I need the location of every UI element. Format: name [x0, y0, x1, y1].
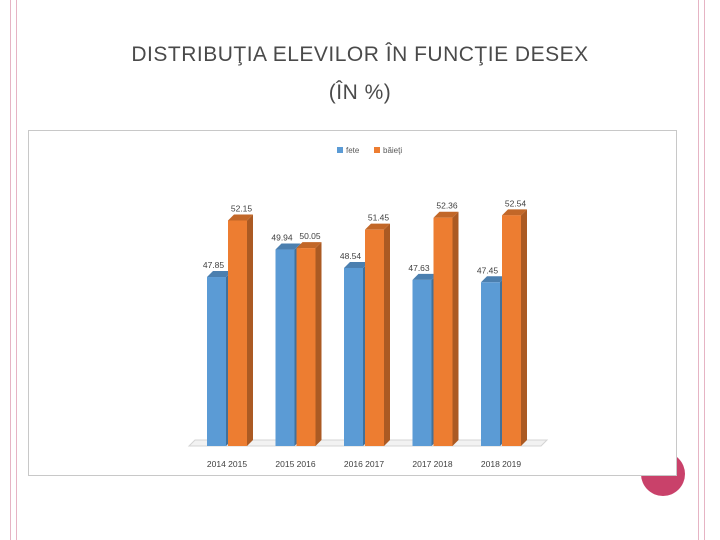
slide-title: DISTRIBUŢIA ELEVILOR ÎN FUNCŢIE DESEX (Î…	[0, 38, 720, 110]
frame-line-left-inner	[16, 0, 17, 540]
x-tick-label-3: 2017 2018	[412, 459, 452, 469]
bar-3-0	[412, 279, 432, 446]
bar-4-0	[481, 282, 500, 446]
frame-line-left-outer	[10, 0, 11, 540]
x-tick-label-0: 2014 2015	[207, 459, 247, 469]
bar-3-1	[433, 217, 453, 446]
data-label-0-0: 47.85	[203, 260, 225, 270]
bar-top-0-0	[207, 271, 232, 278]
bar-top-3-0	[412, 273, 438, 280]
x-tick-label-2: 2016 2017	[344, 459, 384, 469]
bar-side-4-1	[521, 209, 527, 446]
data-label-4-1: 52.54	[505, 198, 527, 208]
bar-2-1	[365, 229, 384, 446]
bar-2-0	[344, 267, 363, 446]
bar-top-0-1	[228, 214, 253, 221]
bar-top-4-1	[502, 209, 527, 216]
bar-1-0	[275, 249, 295, 446]
bar-1-1	[296, 248, 316, 446]
data-label-4-0: 47.45	[477, 265, 499, 275]
bar-side-0-1	[247, 214, 253, 446]
frame-line-right-inner	[704, 0, 705, 540]
data-label-2-1: 51.45	[368, 213, 390, 223]
data-label-0-1: 52.15	[231, 203, 253, 213]
data-label-1-0: 49.94	[271, 233, 293, 243]
bar-top-2-0	[344, 261, 369, 268]
bar-top-1-1	[296, 242, 322, 249]
x-tick-label-1: 2015 2016	[275, 459, 315, 469]
chart-container: fete băieţi 47.85 52.15 2014 2015 49.94 50.05 2…	[28, 130, 677, 476]
legend-label-0: fete	[346, 146, 360, 155]
bar-top-2-1	[365, 223, 390, 230]
data-label-1-1: 50.05	[299, 231, 321, 241]
bar-0-0	[207, 277, 226, 446]
data-label-2-0: 48.54	[340, 251, 362, 261]
bar-top-4-0	[481, 276, 506, 283]
slide-title-line-2: (ÎN %)	[328, 81, 392, 104]
bar-side-3-1	[452, 211, 459, 446]
slide-title-line-1: DISTRIBUŢIA ELEVILOR ÎN FUNCŢIE DESEX	[131, 43, 589, 66]
bar-4-1	[502, 215, 521, 446]
bar-top-3-1	[433, 211, 459, 218]
legend-swatch-0	[337, 147, 343, 153]
legend-swatch-1	[374, 147, 380, 153]
bar-0-1	[228, 220, 247, 446]
bar-chart: fete băieţi 47.85 52.15 2014 2015 49.94 50.05 2…	[187, 146, 549, 469]
data-label-3-1: 52.36	[436, 201, 458, 211]
frame-line-right-outer	[698, 0, 699, 540]
bar-side-1-1	[315, 242, 322, 446]
x-tick-label-4: 2018 2019	[481, 459, 521, 469]
data-label-3-0: 47.63	[408, 263, 430, 273]
bar-side-2-1	[384, 223, 390, 446]
bar-top-1-0	[275, 243, 301, 250]
legend-label-1: băieţi	[383, 146, 402, 155]
